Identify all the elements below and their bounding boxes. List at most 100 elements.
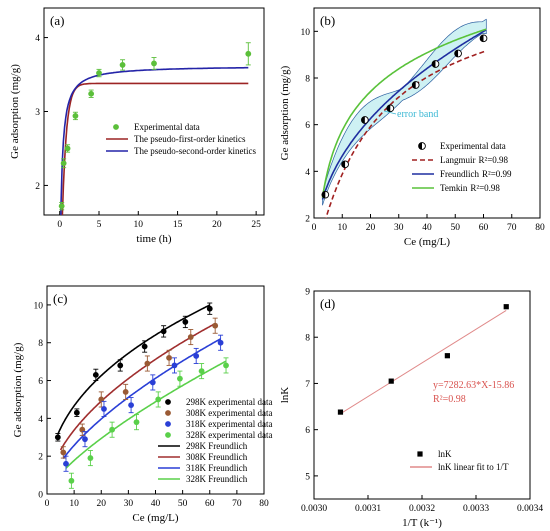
data-point-c-3 [155,396,162,403]
y-tick-label-c: 8 [38,339,43,349]
legend-r2: R²=0.99 [482,169,512,179]
data-point-c-1 [60,449,67,456]
plot-area-b [321,18,488,218]
x-tick-label-b: 0 [312,223,317,233]
series-curve-d-0 [340,309,507,415]
data-point-c-0 [73,409,80,416]
x-axis-label-b: Ce (mg/L) [404,236,450,248]
legend-marker [165,399,171,405]
legend-label: 298K Freundlich [186,441,248,451]
legend-label: Temkin R²=0.98 [440,183,500,193]
data-point-c-2 [128,402,134,409]
y-tick-label-c: 4 [38,415,43,425]
x-tick-label-b: 80 [535,223,545,233]
data-point-c-0 [160,328,167,335]
x-tick-label-c: 50 [178,499,188,509]
data-point-a-0 [245,50,252,57]
data-point-c-2 [171,362,178,369]
y-axis-label-d: lnK [279,387,291,404]
x-tick-label-b: 60 [479,223,489,233]
data-point-c-0 [92,371,99,378]
y-tick-label-b: 2 [305,215,310,225]
x-tick-label-c: 30 [124,499,134,509]
y-tick-label-d: 6 [305,426,310,436]
data-point-d-0 [503,304,509,310]
data-point-b-0 [361,116,369,124]
panel-a: 0 5 10 15 20 25 2 3 4 time (h) Ge adsorption (mg/g… [9,7,265,245]
data-point-c-3 [177,375,183,382]
legend-marker [165,410,171,416]
y-tick-label-c: 10 [34,301,44,311]
series-curve-b-0 [325,50,487,218]
panel-label-b: (b) [320,13,335,28]
plot-area-a [58,42,252,215]
data-point-b-0 [386,104,395,113]
data-point-a-0 [119,62,126,68]
panel-label-d: (d) [320,296,335,311]
data-point-c-1 [144,360,151,367]
y-tick-label-d: 9 [305,288,310,298]
data-point-c-3 [87,455,94,461]
fit-r2: R²=0.98 [433,394,466,405]
data-point-c-1 [166,354,172,361]
x-tick-label-a: 25 [251,220,261,230]
x-tick-label-c: 10 [69,499,79,509]
x-tick-label-a: 0 [57,220,62,230]
legend-label: 318K Freundlich [186,463,248,473]
y-tick-label-a: 3 [35,108,40,118]
x-tick-label-b: 20 [366,223,376,233]
legend-a: Experimental data The pseudo-first-order … [106,122,256,156]
data-point-c-2 [149,379,156,386]
fit-equation: y=7282.63*X-15.86 [433,380,514,391]
panel-label-a: (a) [50,13,64,28]
y-tick-label-b: 8 [305,75,310,85]
x-tick-label-d: 0.0030 [301,504,327,514]
x-tick-label-b: 50 [451,223,461,233]
data-point-c-0 [182,319,189,325]
y-tick-label-c: 6 [38,377,43,387]
data-point-a-0 [88,90,95,97]
legend-label: Langmuir R²=0.98 [440,155,509,165]
legend-b: Experimental data Langmuir R²=0.98 Freundli… [412,141,512,193]
data-point-a-0 [96,70,102,76]
legend-label: 298K experimental data [186,397,272,407]
x-tick-label-b: 30 [394,223,404,233]
data-point-b-0 [341,160,349,169]
y-axis-label-a: Ge adsorption (mg/g) [9,64,21,159]
error-band [322,18,487,206]
legend-label: 308K experimental data [186,408,272,418]
data-point-a-0 [72,113,79,119]
data-point-b-0 [431,60,440,68]
x-tick-label-c: 70 [232,499,242,509]
data-point-c-2 [193,353,200,359]
series-curve-b-2 [321,28,487,198]
x-tick-label-c: 0 [45,499,50,509]
legend-r2: R²=0.98 [479,155,509,165]
legend-label: Experimental data [440,141,506,151]
data-point-c-3 [223,362,229,369]
data-point-c-2 [63,460,69,467]
y-tick-label-b: 6 [305,121,310,131]
data-point-c-0 [141,343,148,350]
legend-label: 328K experimental data [186,430,272,440]
y-tick-label-d: 5 [305,472,310,482]
data-point-a-0 [60,160,67,167]
annotation-pointer [383,110,397,115]
data-point-d-0 [337,409,344,415]
y-tick-label-b: 10 [301,28,311,38]
x-tick-label-d: 0.0031 [355,504,381,514]
y-tick-label-d: 8 [305,334,310,344]
data-point-c-3 [68,477,75,484]
data-point-c-3 [109,426,115,433]
y-tick-label-c: 2 [38,453,43,463]
plot-area-c [54,302,229,489]
panel-c: 0 10 20 30 40 50 60 70 80 0 2 4 6 8 10 Ce (mg/L) Ge adso… [12,285,272,524]
data-point-c-0 [206,305,213,312]
legend-marker [165,421,171,427]
legend-marker [418,142,426,150]
legend-d: lnK lnK linear fit to 1/T [410,449,509,472]
legend-label: 318K experimental data [186,419,272,429]
x-tick-label-b: 70 [507,223,517,233]
panel-b: 0 10 20 30 40 50 60 70 80 2 4 6 8 10 Ce (mg/L) Ge adsor… [279,7,545,248]
